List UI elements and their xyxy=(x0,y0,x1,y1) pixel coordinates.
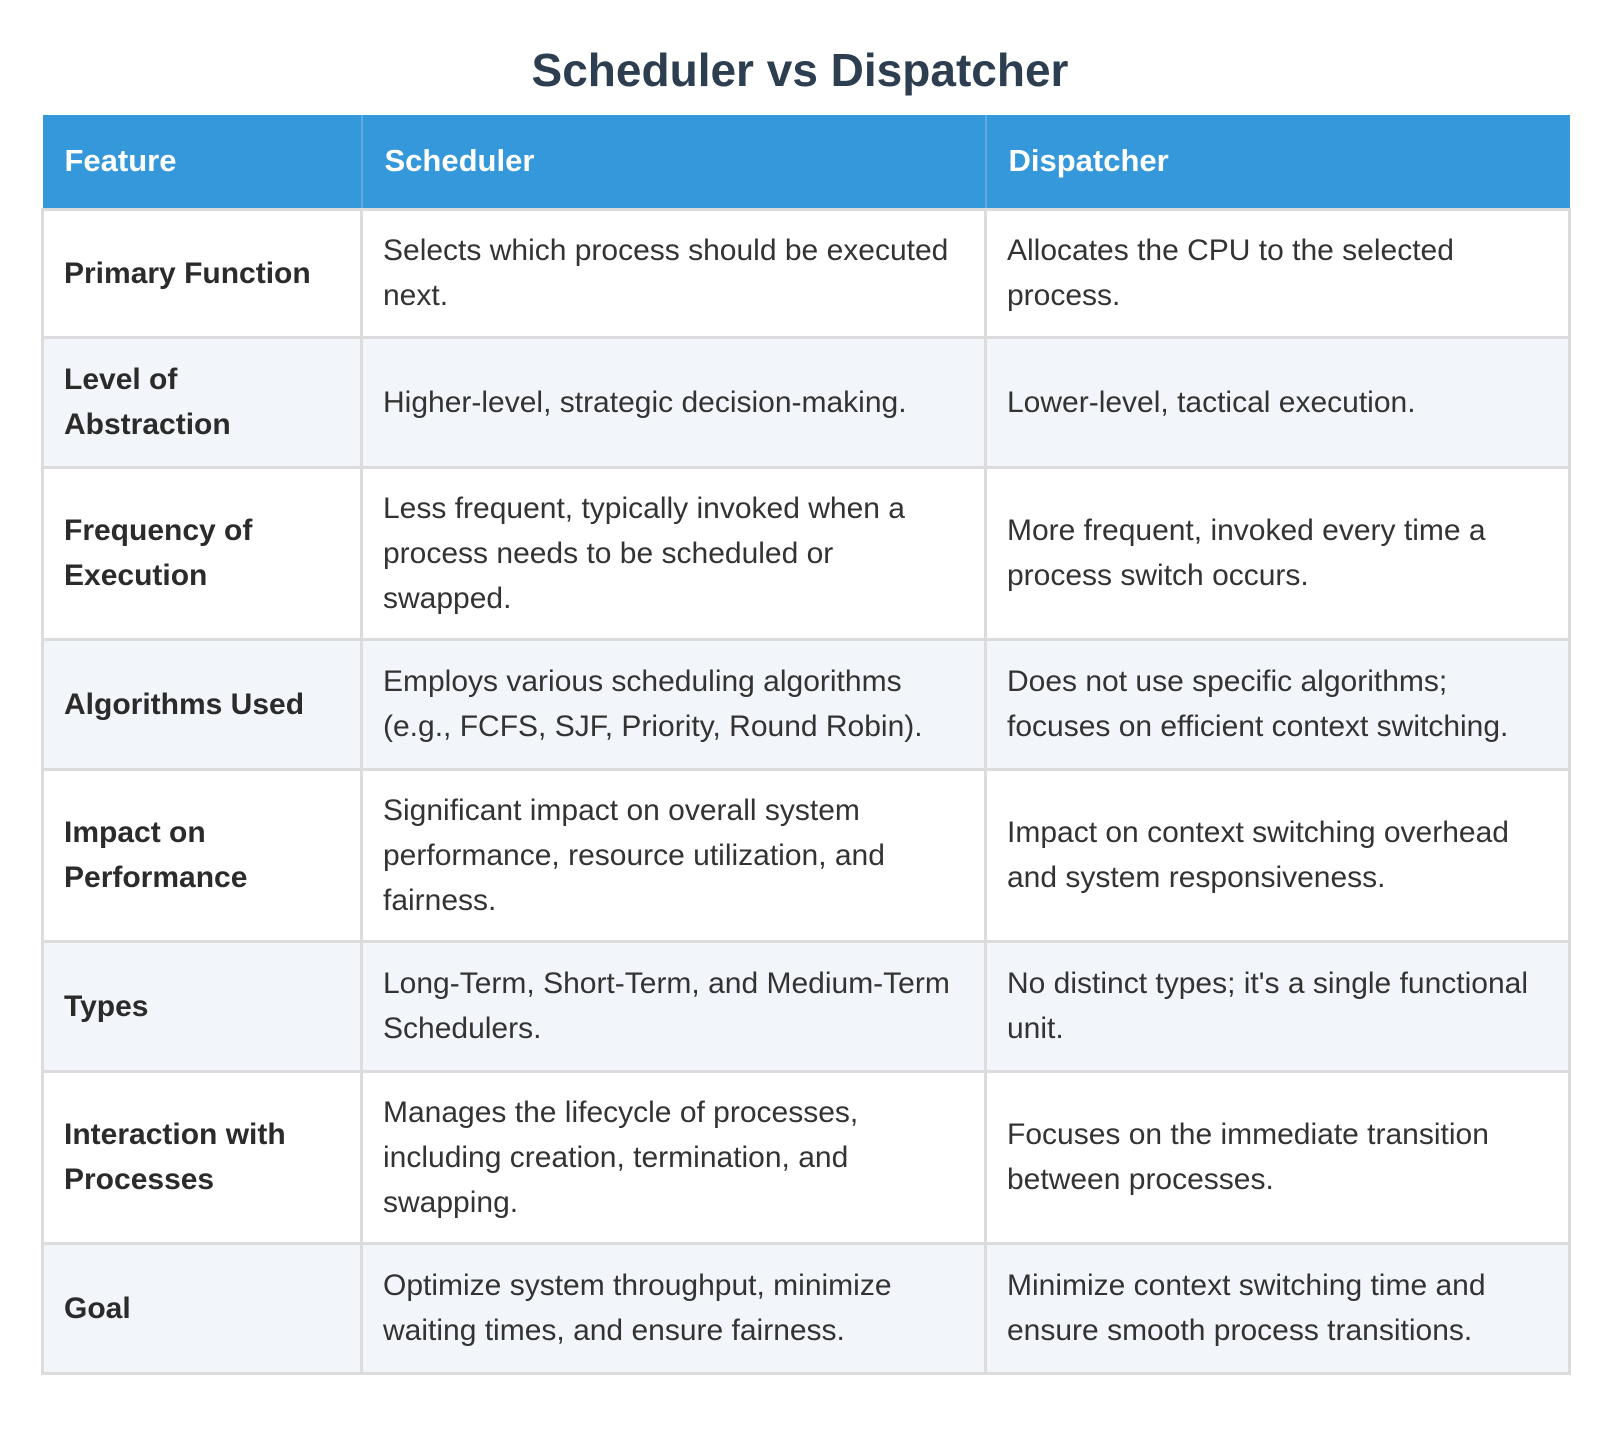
dispatcher-cell: Impact on context switching overhead and… xyxy=(984,767,1571,943)
table-row: Types Long-Term, Short-Term, and Medium-… xyxy=(41,939,1571,1073)
comparison-table: Feature Scheduler Dispatcher Primary Fun… xyxy=(41,115,1571,1375)
table-row: Frequency of Execution Less frequent, ty… xyxy=(41,465,1571,641)
scheduler-cell: Optimize system throughput, minimize wai… xyxy=(360,1241,987,1375)
feature-cell: Types xyxy=(41,939,363,1073)
table-row: Level of Abstraction Higher-level, strat… xyxy=(41,335,1571,469)
table-header-row: Feature Scheduler Dispatcher xyxy=(42,115,1570,209)
scheduler-cell: Long-Term, Short-Term, and Medium-Term S… xyxy=(360,939,987,1073)
scheduler-cell: Employs various scheduling algorithms (e… xyxy=(360,637,987,771)
table-row: Impact on Performance Significant impact… xyxy=(41,767,1571,943)
table-row: Goal Optimize system throughput, minimiz… xyxy=(41,1241,1571,1375)
dispatcher-cell: Minimize context switching time and ensu… xyxy=(984,1241,1571,1375)
dispatcher-cell: More frequent, invoked every time a proc… xyxy=(984,465,1571,641)
feature-cell: Interaction with Processes xyxy=(41,1069,363,1245)
dispatcher-cell: Does not use specific algorithms; focuse… xyxy=(984,637,1571,771)
scheduler-cell: Less frequent, typically invoked when a … xyxy=(360,465,987,641)
page-title: Scheduler vs Dispatcher xyxy=(531,44,1069,96)
table-row: Algorithms Used Employs various scheduli… xyxy=(41,637,1571,771)
dispatcher-cell: Allocates the CPU to the selected proces… xyxy=(984,207,1571,339)
header-scheduler: Scheduler xyxy=(361,115,987,209)
scheduler-cell: Significant impact on overall system per… xyxy=(360,767,987,943)
table-row: Interaction with Processes Manages the l… xyxy=(41,1069,1571,1245)
dispatcher-cell: Focuses on the immediate transition betw… xyxy=(984,1069,1571,1245)
table-row: Primary Function Selects which process s… xyxy=(41,207,1571,339)
scheduler-cell: Manages the lifecycle of processes, incl… xyxy=(360,1069,987,1245)
feature-cell: Level of Abstraction xyxy=(41,335,363,469)
dispatcher-cell: No distinct types; it's a single functio… xyxy=(984,939,1571,1073)
scheduler-cell: Higher-level, strategic decision-making. xyxy=(360,335,987,469)
dispatcher-cell: Lower-level, tactical execution. xyxy=(984,335,1571,469)
feature-cell: Goal xyxy=(41,1241,363,1375)
header-dispatcher: Dispatcher xyxy=(985,115,1570,209)
feature-cell: Frequency of Execution xyxy=(41,465,363,641)
feature-cell: Impact on Performance xyxy=(41,767,363,943)
feature-cell: Algorithms Used xyxy=(41,637,363,771)
header-feature: Feature xyxy=(42,115,363,209)
scheduler-cell: Selects which process should be executed… xyxy=(360,207,987,339)
feature-cell: Primary Function xyxy=(41,207,363,339)
